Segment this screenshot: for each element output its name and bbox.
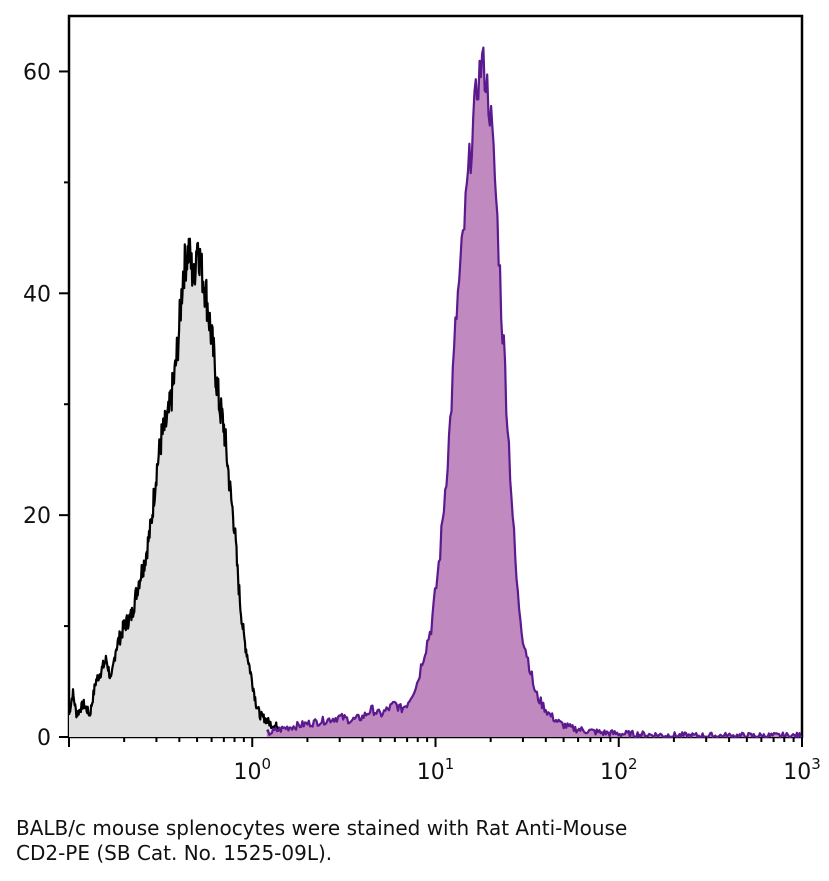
figure-caption: BALB/c mouse splenocytes were stained wi… xyxy=(16,816,806,866)
y-tick-label: 20 xyxy=(23,504,51,529)
series-2-line xyxy=(265,46,802,739)
x-tick-label: 101 xyxy=(417,755,455,785)
y-tick-label: 0 xyxy=(37,726,51,751)
y-tick-label: 60 xyxy=(23,60,51,85)
caption-line-2: CD2-PE (SB Cat. No. 1525-09L). xyxy=(16,841,333,865)
x-tick-label: 103 xyxy=(783,755,821,785)
caption-line-1: BALB/c mouse splenocytes were stained wi… xyxy=(16,816,628,840)
x-tick-label: 102 xyxy=(600,755,638,785)
series-1-area xyxy=(69,238,308,737)
x-tick-label: 100 xyxy=(233,755,271,785)
histogram-chart: 100 101 102 103 0 20 40 60 xyxy=(23,14,821,785)
y-tick-label: 40 xyxy=(23,282,51,307)
series-1-line xyxy=(67,237,309,739)
